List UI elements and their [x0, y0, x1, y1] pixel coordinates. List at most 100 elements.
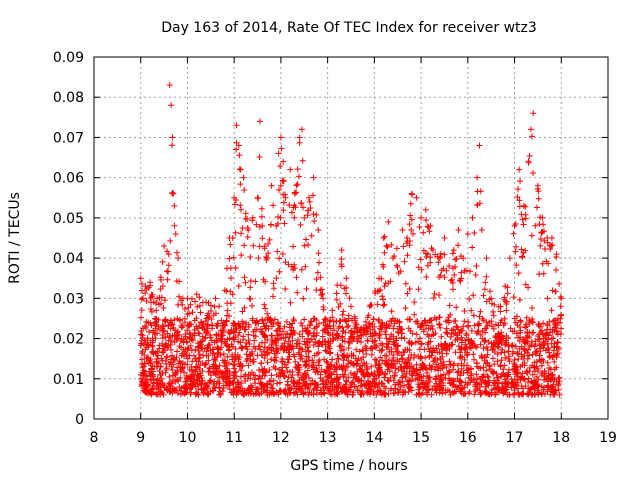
- data-point: [473, 381, 480, 388]
- data-point: [544, 359, 551, 366]
- data-point: [426, 228, 433, 235]
- data-point: [474, 188, 481, 195]
- data-point: [296, 364, 303, 371]
- data-point: [401, 349, 408, 356]
- data-point: [327, 349, 334, 356]
- data-point-peak: [231, 194, 238, 201]
- data-point: [433, 383, 440, 390]
- data-point: [530, 169, 537, 176]
- data-point: [216, 303, 223, 310]
- data-point: [233, 391, 240, 398]
- data-point-peak: [516, 166, 523, 173]
- data-point: [432, 386, 439, 393]
- data-point: [231, 375, 238, 382]
- data-point: [495, 374, 502, 381]
- data-point: [147, 390, 154, 397]
- data-point: [168, 356, 175, 363]
- data-point: [276, 186, 283, 193]
- data-point: [401, 258, 408, 265]
- data-point: [476, 313, 483, 320]
- data-point: [497, 373, 504, 380]
- data-point: [550, 344, 557, 351]
- data-point: [163, 360, 170, 367]
- data-point: [139, 332, 146, 339]
- data-point: [525, 379, 532, 386]
- data-point: [311, 352, 318, 359]
- data-point: [507, 325, 514, 332]
- data-point: [247, 253, 254, 260]
- data-point: [529, 305, 536, 312]
- data-point: [287, 389, 294, 396]
- data-point: [300, 204, 307, 211]
- data-point: [424, 251, 431, 258]
- data-point: [177, 374, 184, 381]
- data-point: [486, 362, 493, 369]
- data-point: [514, 376, 521, 383]
- data-point: [296, 139, 303, 146]
- data-point: [429, 349, 436, 356]
- data-point: [503, 307, 510, 314]
- data-point: [490, 308, 497, 315]
- data-point: [313, 276, 320, 283]
- data-point: [314, 390, 320, 397]
- data-point: [174, 335, 181, 342]
- data-point: [390, 360, 397, 367]
- data-point: [303, 380, 310, 387]
- data-point: [343, 377, 350, 384]
- data-point: [427, 259, 434, 266]
- data-point: [157, 285, 164, 292]
- data-point: [418, 377, 425, 384]
- data-point: [148, 308, 155, 315]
- data-point: [446, 367, 453, 374]
- data-point: [159, 335, 166, 342]
- data-point: [354, 333, 361, 340]
- data-point: [505, 371, 512, 378]
- data-point-peak: [427, 222, 434, 229]
- data-point: [425, 339, 432, 346]
- data-point: [417, 355, 424, 362]
- data-point: [525, 352, 532, 359]
- data-point: [531, 359, 538, 366]
- data-point: [167, 317, 174, 324]
- data-point: [189, 309, 196, 316]
- data-point: [472, 271, 479, 278]
- data-point: [344, 323, 351, 330]
- data-point-peak: [212, 295, 219, 302]
- data-point: [273, 275, 280, 282]
- data-point: [147, 376, 154, 383]
- data-point: [311, 217, 318, 224]
- data-point: [250, 391, 257, 398]
- data-point: [245, 337, 252, 344]
- data-point: [265, 240, 272, 247]
- data-point: [285, 359, 292, 366]
- data-point: [223, 362, 230, 369]
- data-point: [551, 358, 558, 365]
- data-point: [497, 308, 504, 315]
- data-point: [294, 166, 301, 173]
- data-point: [314, 368, 321, 375]
- data-point: [482, 279, 489, 286]
- data-point: [187, 301, 194, 308]
- data-point: [301, 371, 308, 378]
- data-point: [349, 360, 356, 367]
- data-point: [188, 321, 195, 328]
- data-point: [482, 378, 489, 385]
- data-point: [274, 336, 281, 343]
- data-point: [433, 361, 440, 368]
- data-point: [423, 217, 430, 224]
- data-point: [148, 299, 155, 306]
- data-point: [394, 317, 401, 324]
- data-point: [170, 385, 177, 392]
- data-point: [143, 344, 150, 351]
- data-point: [327, 338, 334, 345]
- data-point: [414, 320, 421, 327]
- data-point-peak: [399, 226, 406, 233]
- data-point: [370, 389, 377, 396]
- data-point: [455, 242, 462, 249]
- data-point: [197, 339, 204, 346]
- data-point: [223, 382, 230, 389]
- data-point: [160, 305, 167, 312]
- data-point: [541, 341, 548, 348]
- data-point: [506, 343, 513, 350]
- data-point: [243, 343, 250, 350]
